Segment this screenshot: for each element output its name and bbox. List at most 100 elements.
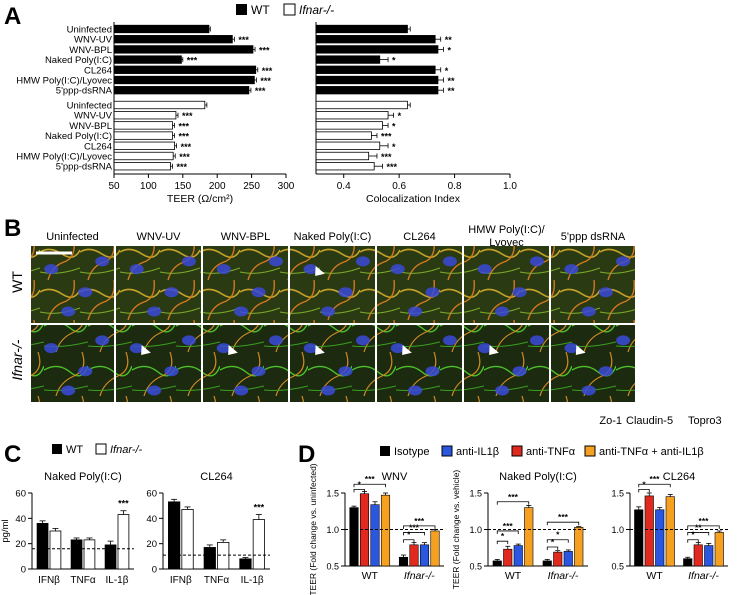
sig-bracket-D-WNV-1 (353, 483, 386, 488)
chart-title-C-left: Naked Poly(I:C) (44, 471, 122, 483)
arrowhead-marker-r1-c5 (489, 345, 499, 355)
nucleus-r0-c5-1 (512, 287, 527, 298)
bar-A-left-s0-4 (113, 65, 257, 74)
nucleus-r1-c0-1 (78, 366, 93, 377)
y-tick-label-D-PolyIC-2: 1.5 (469, 489, 482, 499)
nucleus-r1-c2-2 (234, 385, 249, 396)
sig-A-left-s1-2: *** (179, 121, 190, 131)
bar-D-WNV-s2-1 (409, 544, 419, 567)
nucleus-r0-c6-1 (598, 287, 613, 298)
sig-A-right-s0-2: * (447, 45, 451, 55)
sig-bracket-label-D-PolyIC-0: * (501, 531, 505, 541)
nucleus-r1-c4-0 (390, 343, 405, 354)
x-tick-label-A-left-4: 250 (243, 181, 260, 192)
bar-A-right-s0-0 (315, 24, 408, 34)
bar-D-CL264-s0-0 (634, 509, 644, 567)
category-label-A-left-s1-5: HMW Poly(I:C)/Lyovec (16, 152, 112, 163)
bar-A-left-s1-0 (113, 100, 206, 110)
y-axis-label-C-left: pg/ml (0, 519, 11, 542)
sig-A-right-s0-5: ** (447, 76, 455, 86)
nucleus-r1-c0-2 (61, 385, 76, 396)
sig-bracket-D-WNV-4 (403, 525, 436, 529)
nucleus-r1-c4-3 (442, 335, 457, 346)
sig-bracket-D-CL264-3 (687, 532, 710, 536)
sig-bracket-D-WNV-0 (353, 488, 365, 493)
bar-A-left-s0-1 (113, 35, 233, 44)
nucleus-r1-c3-0 (303, 343, 318, 354)
y-tick-label-D-PolyIC-0: 0.5 (469, 562, 482, 572)
legend-d-tnfa-swatch (511, 445, 523, 457)
y-tick-label-C-right-2: 40 (146, 514, 157, 525)
chart-C-left: Naked Poly(I:C) 0 20 40 60 pg/ml IFNβ TNFα *** IL… (0, 471, 134, 586)
nucleus-r1-c3-1 (338, 366, 353, 377)
nucleus-r1-c1-3 (181, 335, 196, 346)
legend-d-tnfa-label: anti-TNFα (526, 446, 576, 458)
sig-A-left-s0-1: *** (238, 35, 249, 45)
arrowhead-marker-r1-c1 (141, 345, 151, 355)
nucleus-r0-c2-1 (251, 287, 266, 298)
chart-title-D-PolyIC: Naked Poly(I:C) (499, 471, 577, 483)
chart-D-WNV: WNV 0.5 1.0 1.5 TEER (Fold change vs. uninfe… (308, 463, 444, 595)
bar-A-right-s0-1 (315, 35, 436, 44)
nucleus-r0-c1-1 (164, 287, 179, 298)
bar-C-left-s0-1 (70, 539, 83, 570)
panel-b-micrographs: Uninfected WNV-UV WNV-BPL Naked Poly(I:C) CL… (9, 224, 722, 427)
arrowhead-marker-r0-c3 (315, 266, 325, 276)
bar-D-PolyIC-s2-0 (503, 548, 513, 567)
x-category-label-C-left-1: TNFα (70, 575, 95, 586)
y-tick-label-C-left-1: 20 (15, 539, 26, 550)
y-tick-label-D-WNV-1: 1.0 (326, 525, 339, 535)
nucleus-r0-c2-2 (234, 306, 249, 317)
y-tick-label-D-PolyIC-1: 1.0 (469, 525, 482, 535)
bar-D-CL264-s3-0 (665, 496, 675, 567)
sig-bracket-label-D-WNV-1: *** (365, 474, 376, 484)
bar-A-right-s0-6 (315, 86, 439, 95)
sig-bracket-D-WNV-2 (403, 539, 415, 543)
legend-a-ifnar-label: Ifnar-/- (299, 3, 334, 17)
sig-A-right-s0-1: ** (445, 35, 453, 45)
x-tick-label-A-left-5: 300 (278, 181, 295, 192)
category-label-A-left-s0-0: Uninfected (67, 25, 112, 36)
panel-label-c: C (4, 441, 21, 468)
x-group-label-D-PolyIC-0: WT (505, 570, 522, 582)
x-axis-label-A-right: Colocalization Index (366, 193, 461, 205)
sig-A-left-s1-6: *** (176, 162, 187, 172)
nucleus-r1-c2-1 (251, 366, 266, 377)
sig-C-right-s1-2: *** (254, 503, 265, 513)
arrowhead-marker-r1-c4 (402, 345, 412, 355)
sig-bracket-D-PolyIC-5 (546, 521, 580, 526)
nucleus-r1-c5-1 (512, 366, 527, 377)
nucleus-r1-c3-2 (321, 385, 336, 396)
nucleus-r0-c1-2 (147, 306, 162, 317)
x-category-label-C-right-2: IL-1β (241, 575, 264, 586)
bar-D-CL264-s1-1 (704, 545, 714, 567)
bar-C-left-s1-2 (117, 514, 130, 570)
x-tick-label-A-right-1: 0.6 (392, 181, 406, 192)
sig-A-right-s1-3: *** (381, 132, 392, 142)
bar-C-right-s0-2 (239, 558, 252, 570)
nucleus-r0-c6-0 (564, 264, 579, 275)
sig-bracket-D-CL264-4 (687, 525, 720, 529)
bar-A-right-s1-1 (315, 111, 389, 120)
legend-c-wt-label: WT (66, 444, 83, 456)
legend-a-wt-swatch (236, 4, 247, 15)
sig-bracket-label-D-PolyIC-3: * (551, 537, 555, 547)
panel-label-d: D (298, 441, 315, 468)
nucleus-r0-c2-3 (268, 256, 283, 267)
bar-D-WNV-s3-1 (430, 530, 440, 567)
chart-title-D-WNV: WNV (382, 471, 408, 483)
bar-D-CL264-s2-1 (693, 544, 703, 567)
x-tick-label-A-left-0: 50 (108, 181, 120, 192)
nucleus-r0-c4-3 (442, 256, 457, 267)
nucleus-r0-c4-0 (390, 264, 405, 275)
bar-A-right-s1-0 (315, 100, 408, 110)
nucleus-r0-c0-2 (61, 306, 76, 317)
category-label-A-left-s0-6: 5'ppp-dsRNA (56, 86, 113, 97)
bar-C-right-s0-0 (168, 501, 181, 570)
panel-b-row-label-wt: WT (9, 271, 25, 293)
nucleus-r0-c3-3 (355, 256, 370, 267)
nucleus-r0-c1-3 (181, 256, 196, 267)
x-tick-label-A-right-0: 0.4 (337, 181, 351, 192)
x-group-label-D-CL264-0: WT (646, 570, 663, 582)
